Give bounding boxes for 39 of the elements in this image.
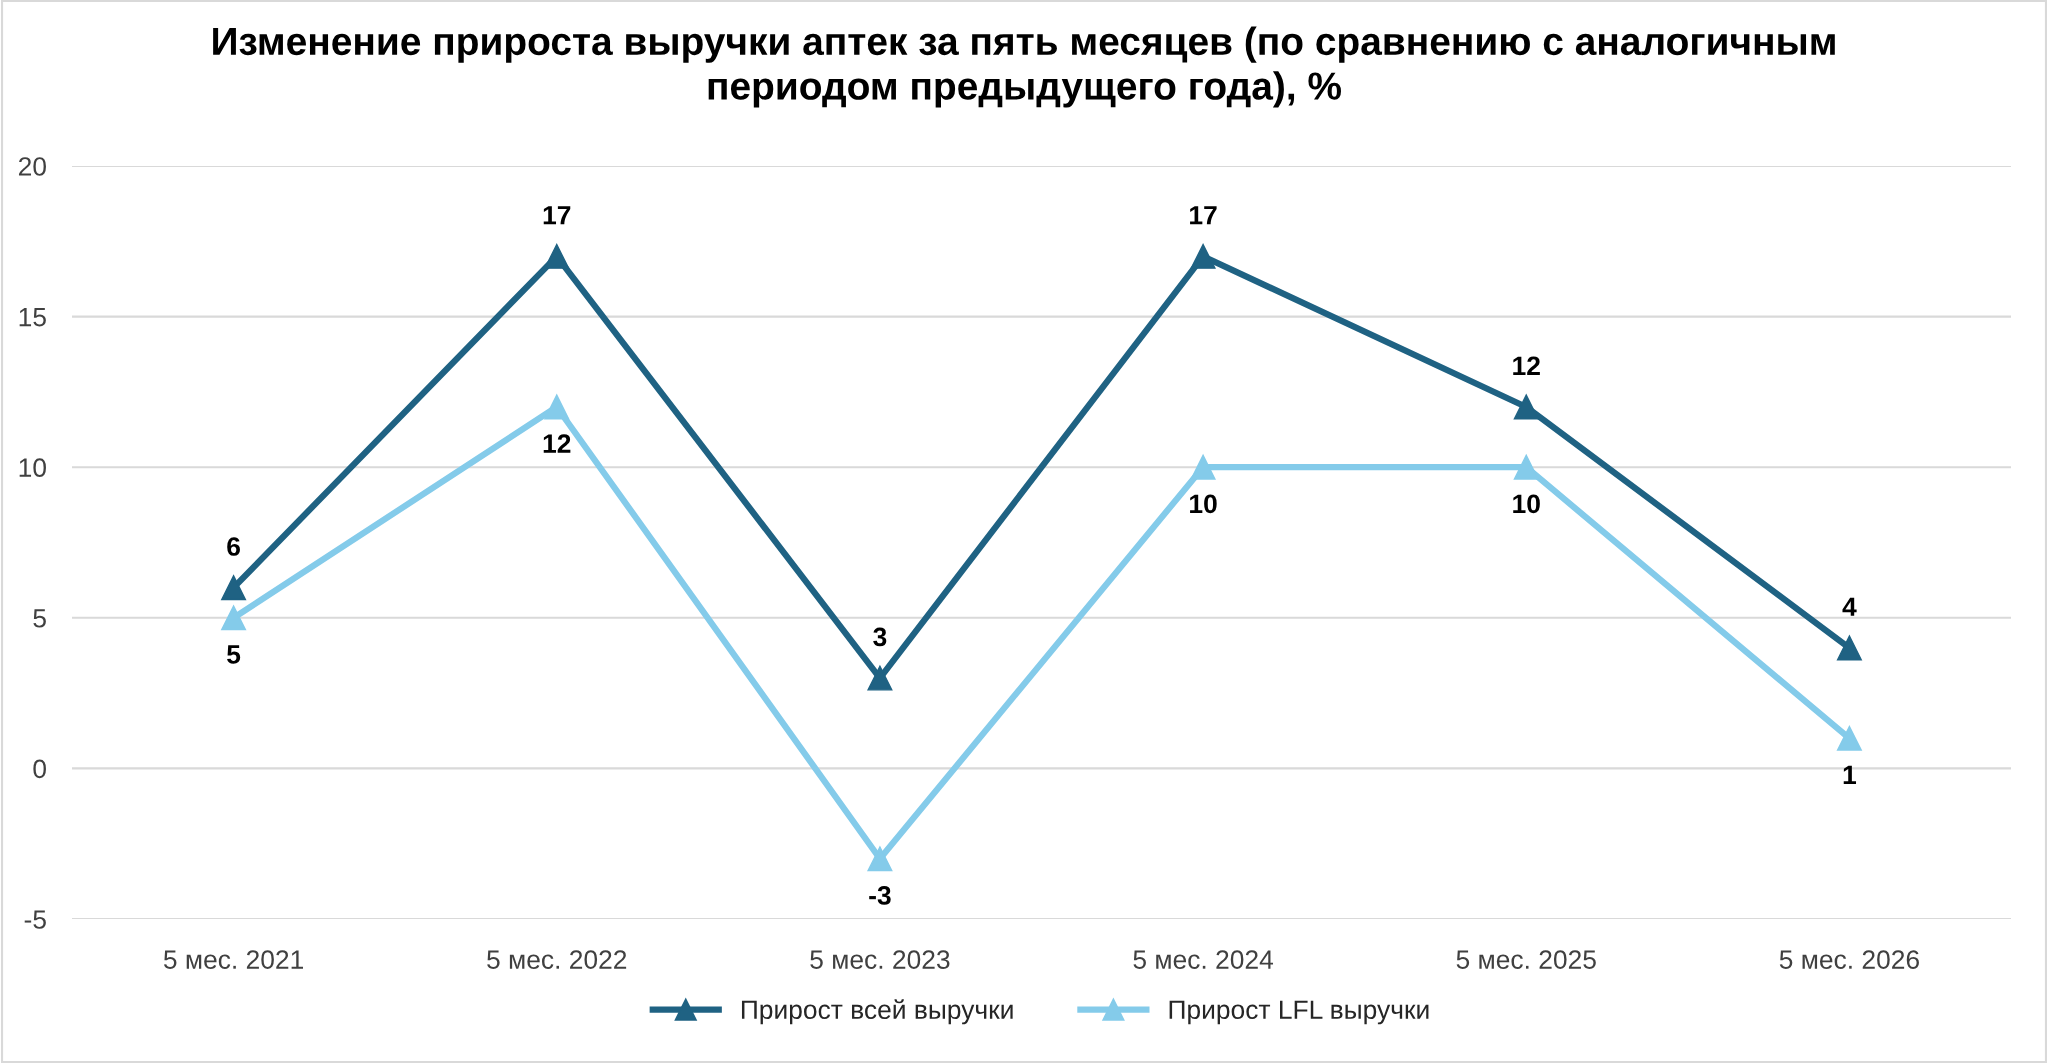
data-label: 10 bbox=[1190, 494, 1217, 514]
data-label: 4 bbox=[1842, 597, 1857, 616]
legend-label: Прирост LFL выручки bbox=[1169, 1000, 1429, 1025]
data-label: 5 bbox=[227, 645, 241, 664]
y-tick-label: 10 bbox=[19, 458, 46, 478]
data-label: 12 bbox=[543, 434, 571, 453]
point bbox=[221, 605, 247, 631]
data-label: 10 bbox=[1513, 494, 1540, 514]
point bbox=[1190, 243, 1216, 269]
data-label: -3 bbox=[869, 886, 891, 905]
point bbox=[867, 665, 893, 691]
data-label: 17 bbox=[543, 206, 571, 225]
point bbox=[544, 394, 570, 420]
data-label: 17 bbox=[1190, 206, 1217, 225]
point bbox=[1190, 454, 1216, 480]
point bbox=[544, 243, 570, 269]
data-label: 6 bbox=[227, 537, 240, 556]
data-label: 12 bbox=[1513, 356, 1540, 375]
x-tick-label: 5 мес. 2026 bbox=[1779, 950, 1919, 969]
x-tick-label: 5 мес. 2022 bbox=[487, 950, 627, 969]
y-tick-label: 0 bbox=[33, 759, 46, 779]
point bbox=[1513, 454, 1539, 480]
x-tick-label: 5 мес. 2021 bbox=[163, 950, 303, 969]
y-tick-label: 15 bbox=[19, 308, 46, 327]
data-label: 3 bbox=[873, 627, 887, 647]
y-tick-label: 20 bbox=[18, 157, 46, 176]
data-label: 1 bbox=[1843, 765, 1857, 784]
x-tick-label: 5 мес. 2024 bbox=[1133, 950, 1274, 969]
point bbox=[867, 846, 893, 872]
x-tick-label: 5 мес. 2025 bbox=[1456, 950, 1596, 969]
point bbox=[1836, 725, 1862, 751]
point bbox=[1836, 635, 1862, 661]
point bbox=[1513, 394, 1539, 420]
y-tick-label: 5 bbox=[33, 609, 46, 628]
legend-label: Прирост всей выручки bbox=[741, 999, 1013, 1025]
y-tick-label: -5 bbox=[24, 910, 46, 929]
point bbox=[221, 575, 247, 601]
x-tick-label: 5 мес. 2023 bbox=[810, 950, 950, 969]
chart-title: Изменение прироста выручки аптек за пять месяцев (по сравнению с аналогичным периодом предыдущего года), % bbox=[213, 26, 1835, 108]
